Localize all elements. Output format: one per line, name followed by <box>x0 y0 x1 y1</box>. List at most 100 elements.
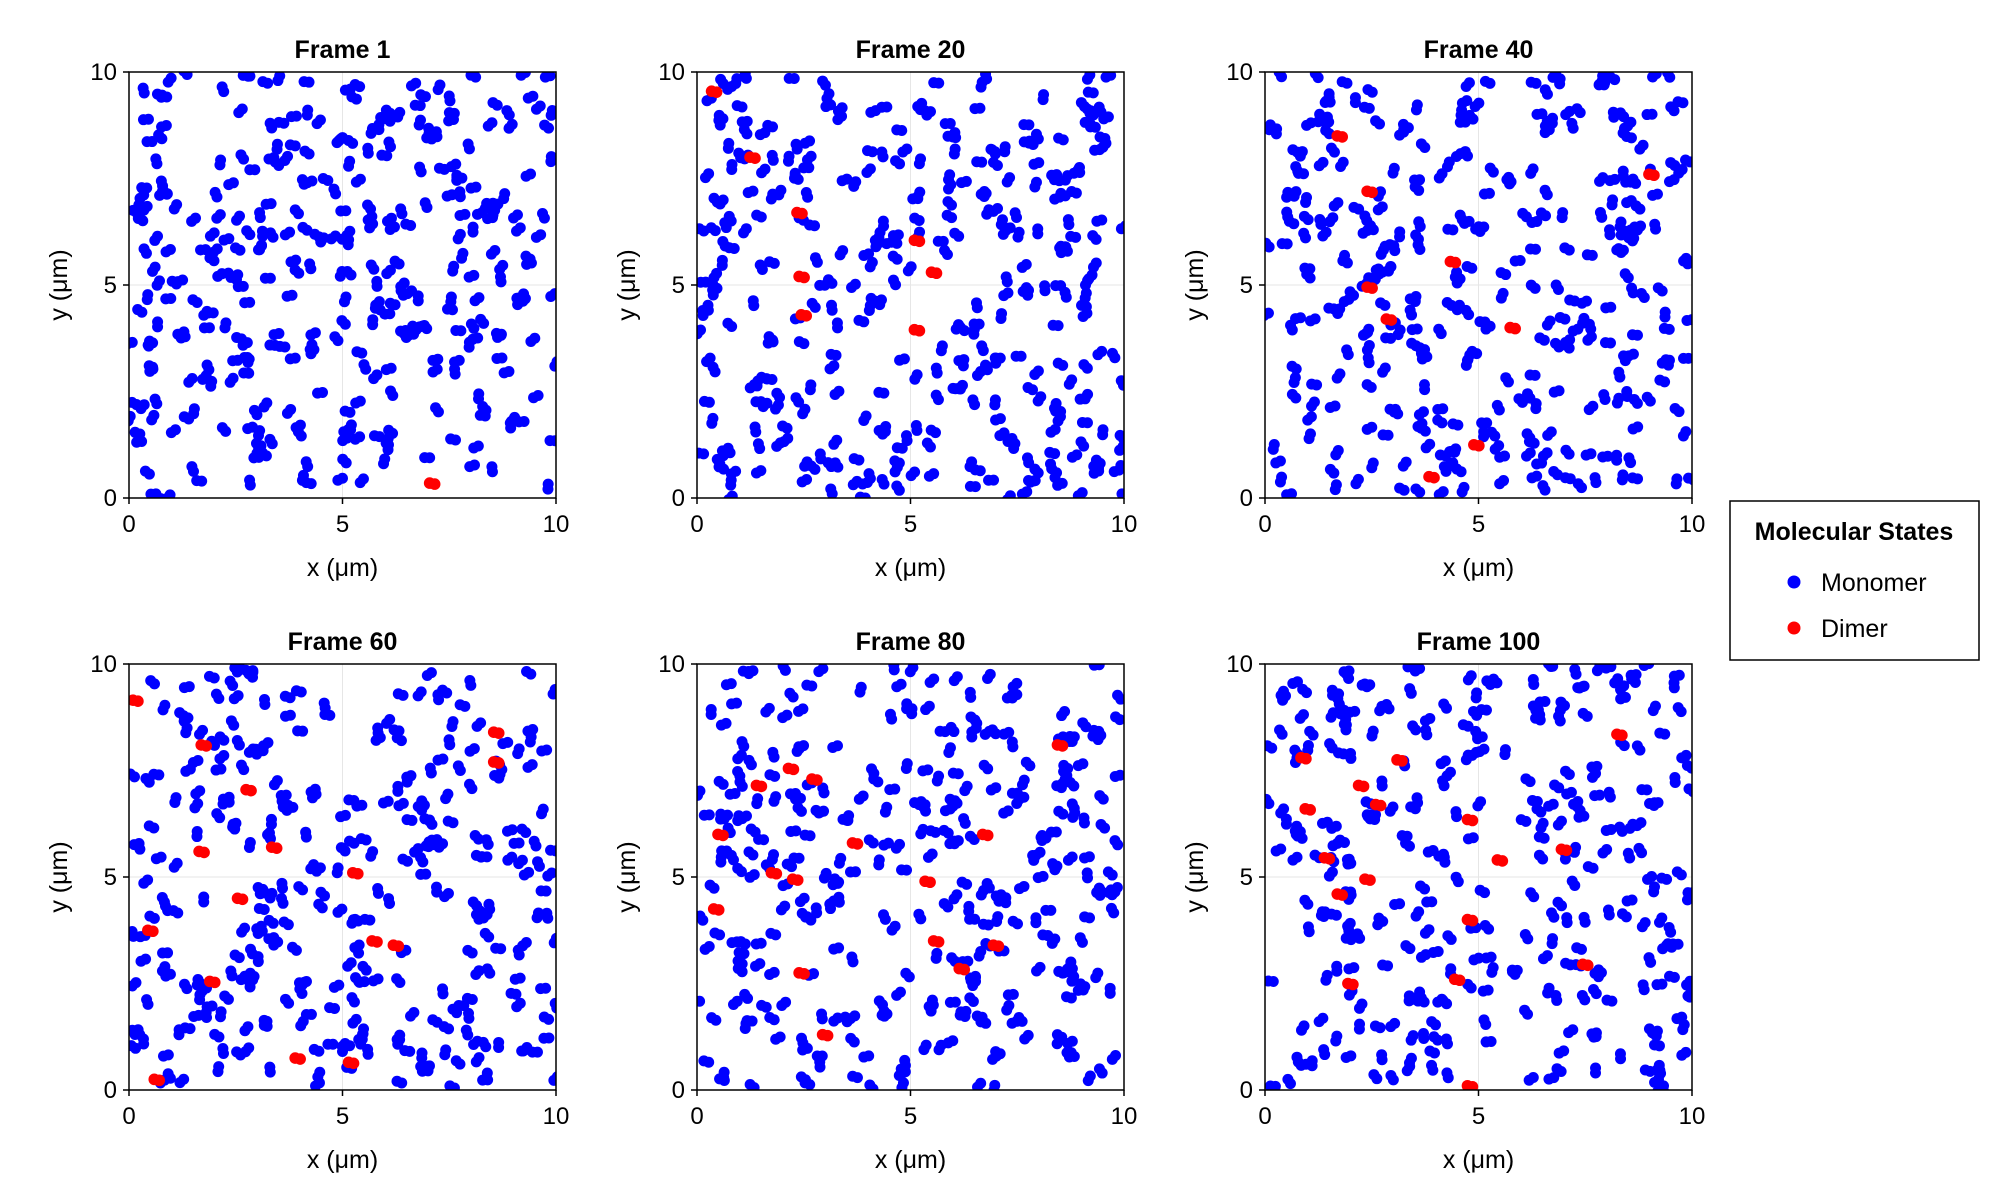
monomer-point <box>454 228 466 240</box>
dimer-point <box>787 763 800 776</box>
dimer-point <box>717 829 729 842</box>
monomer-point <box>1413 184 1425 196</box>
monomer-point <box>825 348 837 360</box>
monomer-point <box>1290 186 1302 198</box>
monomer-point <box>913 908 925 920</box>
monomer-point <box>977 345 989 357</box>
monomer-point <box>526 759 538 771</box>
monomer-point <box>443 734 455 746</box>
monomer-point <box>1329 400 1341 412</box>
monomer-point <box>734 776 746 788</box>
monomer-point <box>248 404 260 416</box>
monomer-point <box>988 1084 1000 1090</box>
y-axis-label: y (μm) <box>45 249 73 320</box>
dimer-point <box>796 207 808 220</box>
monomer-point <box>190 788 202 800</box>
monomer-point <box>423 1060 435 1072</box>
monomer-point <box>204 230 216 242</box>
monomer-point <box>1441 1038 1453 1050</box>
monomer-point <box>415 868 427 880</box>
monomer-point <box>1370 115 1382 127</box>
monomer-point <box>1102 866 1114 878</box>
monomer-point <box>747 185 759 197</box>
monomer-point <box>1320 226 1332 238</box>
monomer-point <box>947 131 959 143</box>
monomer-point <box>848 180 860 192</box>
monomer-point <box>1328 200 1340 212</box>
monomer-point <box>1523 436 1535 448</box>
monomer-point <box>397 797 409 809</box>
monomer-point <box>1018 774 1030 786</box>
monomer-point <box>998 807 1010 819</box>
monomer-point <box>882 837 894 849</box>
monomer-point <box>421 670 433 682</box>
monomer-point <box>1376 780 1388 792</box>
monomer-point <box>1570 841 1582 853</box>
monomer-point <box>960 1005 972 1017</box>
monomer-point <box>1594 664 1606 672</box>
monomer-point <box>816 1013 828 1025</box>
monomer-point <box>750 938 762 950</box>
monomer-point <box>378 797 390 809</box>
monomer-point <box>480 404 492 416</box>
monomer-point <box>238 367 250 379</box>
monomer-point <box>469 829 481 841</box>
dimer-point <box>981 829 994 842</box>
monomer-point <box>1097 429 1109 441</box>
monomer-point <box>391 973 403 985</box>
monomer-point <box>1528 891 1540 903</box>
monomer-point <box>809 301 821 313</box>
monomer-point <box>550 932 556 944</box>
x-tick-label: 5 <box>904 1103 917 1130</box>
monomer-point <box>1071 449 1083 461</box>
monomer-point <box>1432 1034 1444 1046</box>
monomer-point <box>137 82 149 94</box>
monomer-point <box>152 230 164 242</box>
monomer-point <box>156 121 168 133</box>
monomer-point <box>1624 852 1636 864</box>
monomer-point <box>208 672 220 684</box>
monomer-point <box>713 114 725 126</box>
monomer-point <box>1037 929 1049 941</box>
dimer-point <box>755 780 768 793</box>
monomer-point <box>356 1033 368 1045</box>
monomer-point <box>214 812 226 824</box>
monomer-point <box>1030 912 1042 924</box>
monomer-point <box>1405 687 1417 699</box>
monomer-point <box>1586 761 1598 773</box>
monomer-point <box>203 364 215 376</box>
legend-marker-monomer <box>1787 575 1801 589</box>
monomer-point <box>1301 687 1313 699</box>
monomer-point <box>715 719 727 731</box>
monomer-point <box>190 212 202 224</box>
monomer-point <box>179 978 191 990</box>
monomer-point <box>134 1028 146 1040</box>
markers <box>697 72 1124 498</box>
monomer-point <box>450 434 462 446</box>
dimer-point <box>392 940 405 952</box>
dimer-point <box>1364 874 1376 886</box>
monomer-point <box>1671 1013 1683 1025</box>
monomer-point <box>259 272 271 284</box>
monomer-point <box>766 149 778 161</box>
monomer-point <box>1616 908 1628 920</box>
monomer-point <box>1304 272 1316 284</box>
monomer-point <box>1003 1000 1015 1012</box>
monomer-point <box>881 238 893 250</box>
monomer-point <box>284 692 296 704</box>
monomer-point <box>265 813 277 825</box>
y-tick-label: 5 <box>672 272 685 299</box>
monomer-point <box>1578 312 1590 324</box>
monomer-point <box>466 783 478 795</box>
monomer-point <box>129 1040 137 1052</box>
monomer-point <box>345 269 357 281</box>
dimer-point <box>236 893 249 906</box>
monomer-point <box>1076 299 1088 311</box>
monomer-point <box>468 1038 480 1050</box>
monomer-point <box>543 1032 555 1044</box>
monomer-point <box>1503 171 1515 183</box>
monomer-point <box>242 72 254 82</box>
monomer-point <box>1662 359 1674 371</box>
monomer-point <box>956 876 968 888</box>
monomer-point <box>841 814 853 826</box>
